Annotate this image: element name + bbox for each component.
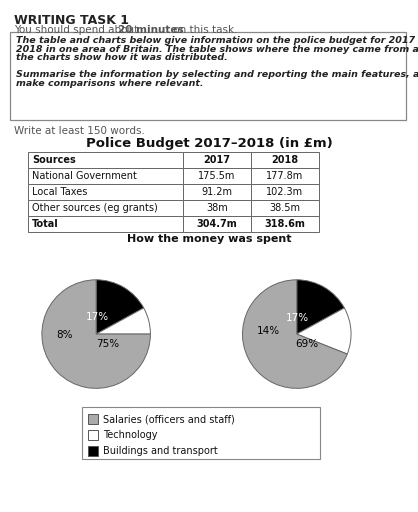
Bar	[251, 184, 319, 200]
Text: 2018 in one area of Britain. The table shows where the money came from and: 2018 in one area of Britain. The table s…	[16, 45, 418, 53]
Text: 177.8m: 177.8m	[266, 171, 303, 181]
Bar	[251, 216, 319, 232]
Bar	[88, 430, 98, 440]
Text: 2018: 2018	[284, 300, 316, 313]
Text: 91.2m: 91.2m	[201, 187, 232, 197]
Text: 17%: 17%	[286, 313, 309, 323]
Wedge shape	[96, 308, 150, 334]
Text: make comparisons where relevant.: make comparisons where relevant.	[16, 78, 204, 88]
Text: Summarise the information by selecting and reporting the main features, and: Summarise the information by selecting a…	[16, 70, 418, 79]
Text: You should spend about: You should spend about	[14, 25, 142, 35]
Bar	[28, 216, 183, 232]
Text: Other sources (eg grants): Other sources (eg grants)	[32, 203, 158, 213]
Bar	[88, 414, 98, 424]
Wedge shape	[96, 280, 144, 334]
Bar	[28, 200, 183, 216]
Text: 69%: 69%	[295, 339, 318, 349]
Text: Salaries (officers and staff): Salaries (officers and staff)	[103, 414, 235, 424]
Wedge shape	[242, 280, 347, 388]
Text: Write at least 150 words.: Write at least 150 words.	[14, 126, 145, 136]
Bar	[251, 200, 319, 216]
Bar	[251, 168, 319, 184]
Text: 17%: 17%	[86, 312, 109, 322]
Text: 2017: 2017	[74, 300, 106, 313]
Text: 175.5m: 175.5m	[198, 171, 236, 181]
Text: the charts show how it was distributed.: the charts show how it was distributed.	[16, 53, 228, 62]
Text: 38.5m: 38.5m	[270, 203, 301, 213]
Bar	[28, 152, 183, 168]
Bar	[28, 184, 183, 200]
Text: 318.6m: 318.6m	[265, 219, 306, 229]
Text: National Government: National Government	[32, 171, 137, 181]
Text: Technology: Technology	[103, 430, 158, 440]
Text: 75%: 75%	[97, 339, 120, 349]
Bar	[183, 200, 251, 216]
Text: Sources: Sources	[32, 155, 76, 165]
Bar	[82, 407, 320, 459]
Wedge shape	[297, 280, 344, 334]
Text: How the money was spent: How the money was spent	[127, 234, 291, 244]
Text: The table and charts below give information on the police budget for 2017 and: The table and charts below give informat…	[16, 36, 418, 45]
Bar	[10, 32, 406, 120]
Text: Local Taxes: Local Taxes	[32, 187, 87, 197]
Text: on this task.: on this task.	[170, 25, 237, 35]
Text: 8%: 8%	[56, 330, 73, 340]
Wedge shape	[42, 280, 150, 388]
Text: WRITING TASK 1: WRITING TASK 1	[14, 14, 129, 27]
Bar	[28, 168, 183, 184]
Text: 38m: 38m	[206, 203, 228, 213]
Text: Buildings and transport: Buildings and transport	[103, 446, 218, 456]
Bar	[183, 168, 251, 184]
Text: 2018: 2018	[271, 155, 298, 165]
Text: 20 minutes: 20 minutes	[118, 25, 184, 35]
Bar	[183, 216, 251, 232]
Text: Total: Total	[32, 219, 59, 229]
Bar	[183, 152, 251, 168]
Bar	[88, 446, 98, 456]
Text: Police Budget 2017–2018 (in £m): Police Budget 2017–2018 (in £m)	[86, 137, 332, 150]
Text: 304.7m: 304.7m	[196, 219, 237, 229]
Text: 102.3m: 102.3m	[266, 187, 303, 197]
Bar	[251, 152, 319, 168]
Text: 2017: 2017	[204, 155, 230, 165]
Text: 14%: 14%	[257, 326, 280, 336]
Bar	[183, 184, 251, 200]
Wedge shape	[297, 308, 351, 354]
